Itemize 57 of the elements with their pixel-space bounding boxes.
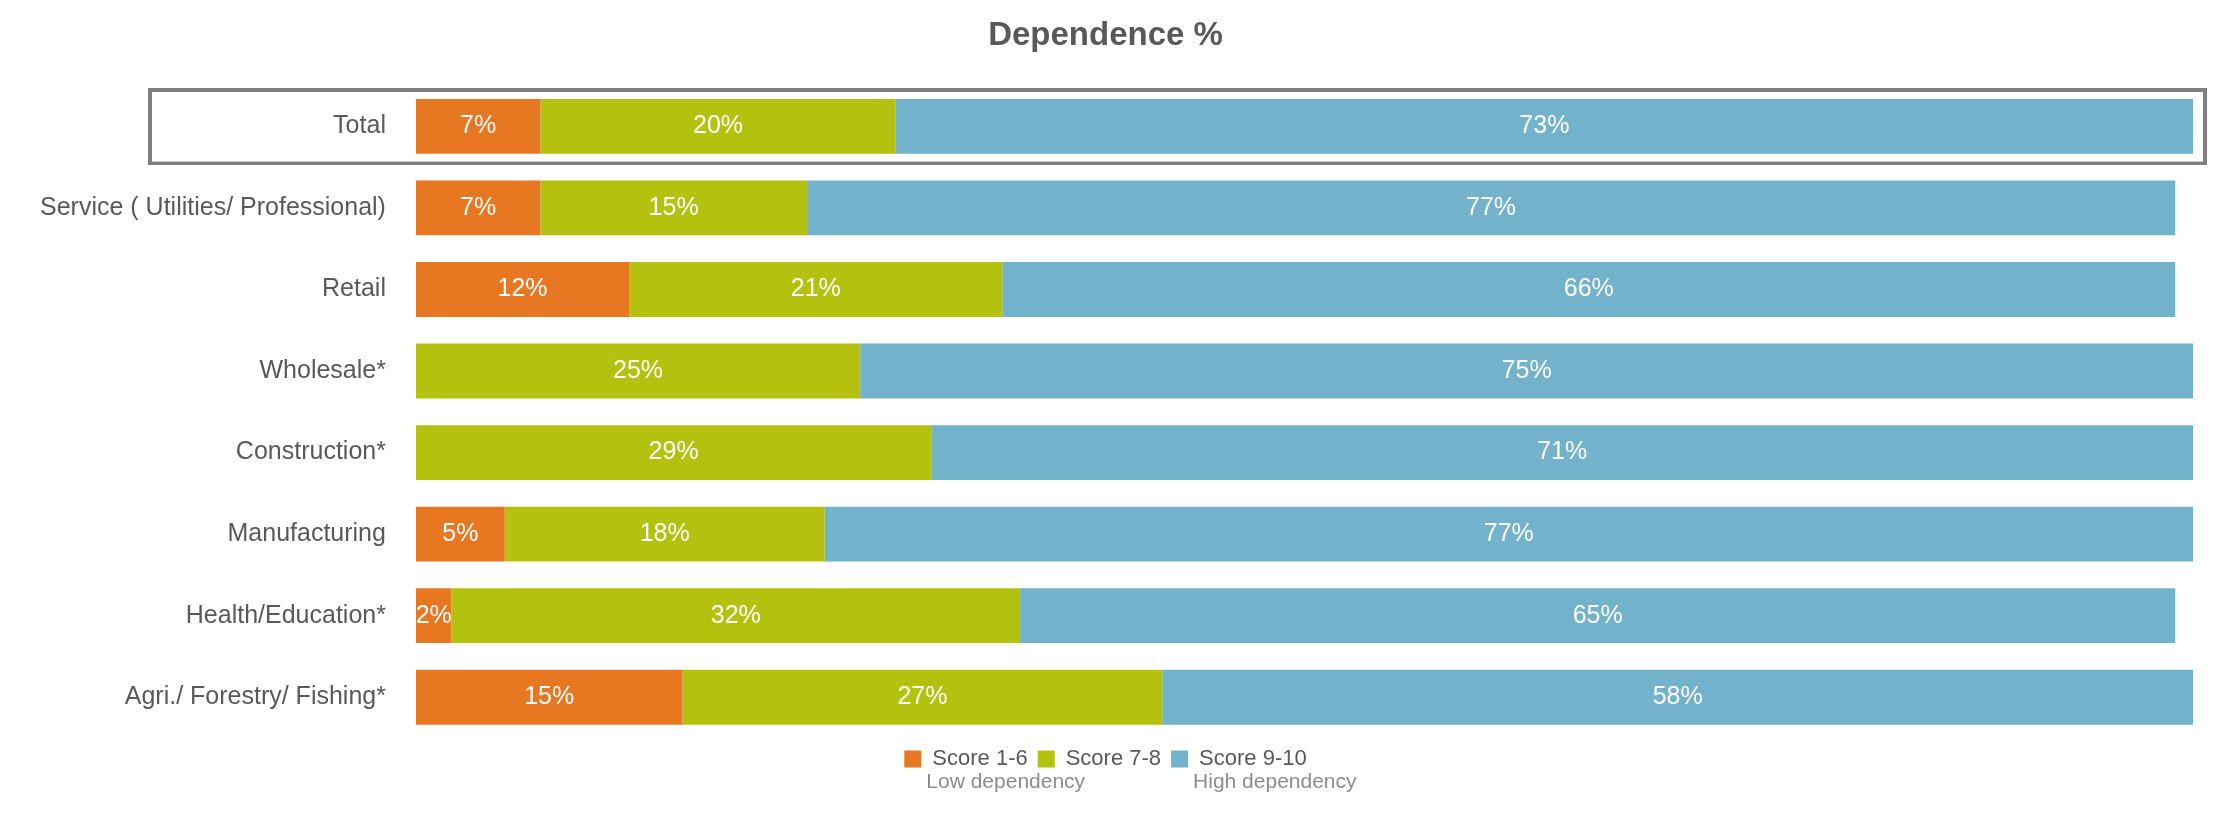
legend-label: Score 1-6	[932, 745, 1028, 771]
data-label: 71%	[1537, 436, 1588, 465]
data-label: 20%	[693, 110, 744, 139]
y-tick-label: Retail	[322, 273, 386, 302]
bar	[415, 343, 861, 399]
bar	[415, 262, 630, 317]
data-label: 65%	[1572, 599, 1623, 628]
y-tick-label: Agri./ Forestry/ Fishing*	[124, 681, 387, 710]
bar	[629, 262, 1003, 317]
bar	[540, 180, 807, 236]
y-tick-label: Health/Education*	[185, 599, 387, 628]
data-label: 29%	[648, 436, 699, 465]
bar	[415, 98, 541, 154]
data-label: 18%	[639, 518, 690, 547]
bar	[504, 506, 825, 562]
chart-title: Dependence %	[988, 14, 1223, 52]
bar	[1162, 669, 2193, 725]
text: High dependency	[1193, 769, 1358, 793]
bar	[860, 343, 2193, 399]
data-label: 25%	[613, 354, 664, 383]
y-tick-label: Wholesale*	[259, 354, 387, 383]
bar	[415, 425, 932, 480]
text: Low dependency	[926, 769, 1086, 793]
legend-label: Score 9-10	[1199, 745, 1307, 771]
data-label: 2%	[415, 599, 452, 628]
data-label: 75%	[1501, 354, 1552, 383]
bar	[824, 506, 2193, 562]
bar	[1020, 588, 2176, 644]
y-tick-label: Total	[333, 110, 386, 139]
legend-label: Score 7-8	[1065, 745, 1162, 771]
data-label: 7%	[460, 191, 497, 220]
data-label: 77%	[1483, 518, 1534, 547]
y-tick-label: Service ( Utilities/ Professional)	[40, 191, 386, 220]
data-label: 12%	[497, 273, 548, 302]
data-label: 77%	[1466, 191, 1517, 220]
bar	[415, 180, 541, 236]
bar	[540, 98, 896, 154]
data-label: 32%	[710, 599, 761, 628]
data-label: 21%	[790, 273, 841, 302]
bar	[931, 425, 2193, 480]
bar	[682, 669, 1163, 725]
bar	[415, 506, 505, 562]
data-label: 15%	[524, 681, 575, 710]
y-tick-label: Manufacturing	[227, 518, 386, 547]
bar	[806, 180, 2176, 236]
data-label: 7%	[460, 110, 497, 139]
bar	[415, 669, 683, 725]
bar	[1002, 262, 2176, 317]
data-label: 73%	[1519, 110, 1570, 139]
data-label: 15%	[648, 191, 699, 220]
data-label: 27%	[897, 681, 948, 710]
bar	[895, 98, 2193, 154]
bar	[451, 588, 1021, 644]
y-tick-label: Construction*	[235, 436, 387, 465]
data-label: 66%	[1563, 273, 1614, 302]
data-label: 58%	[1652, 681, 1703, 710]
data-label: 5%	[442, 518, 479, 547]
